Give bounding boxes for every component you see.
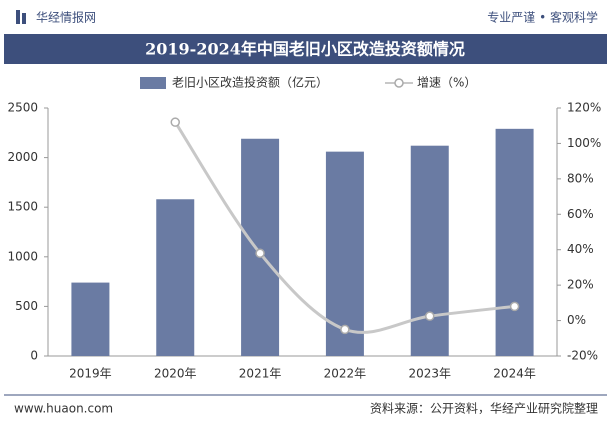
logo-mark <box>22 13 26 24</box>
chart-title: 2019-2024年中国老旧小区改造投资额情况 <box>145 40 465 59</box>
y-tick-label: 0 <box>30 349 38 363</box>
line-marker <box>340 324 350 335</box>
y-tick-label: 500 <box>15 299 38 313</box>
x-tick-label: 2023年 <box>408 367 451 381</box>
y-tick-label: 1000 <box>7 249 38 263</box>
y2-tick-label: 0% <box>567 313 586 327</box>
bar <box>156 199 195 356</box>
y2-tick-label: -20% <box>567 349 598 363</box>
y2-tick-label: 40% <box>567 242 594 256</box>
x-tick-label: 2021年 <box>239 367 282 381</box>
x-tick-label: 2019年 <box>69 367 112 381</box>
bar <box>495 128 534 356</box>
y-tick-label: 2500 <box>7 101 38 115</box>
legend-swatch <box>140 77 166 89</box>
y-tick-label: 2000 <box>7 150 38 164</box>
y2-tick-label: 100% <box>567 136 601 150</box>
legend-label: 增速（%） <box>417 76 476 90</box>
slogan: 专业严谨 • 客观科学 <box>487 10 598 25</box>
title-banner <box>4 34 607 64</box>
website: www.huaon.com <box>14 402 113 416</box>
legend-label: 老旧小区改造投资额（亿元） <box>172 75 328 90</box>
source: 资料来源：公开资料，华经产业研究院整理 <box>370 401 598 416</box>
legend-marker <box>394 78 404 88</box>
line-marker <box>170 117 180 127</box>
logo-mark <box>16 10 20 24</box>
y-tick-label: 1500 <box>7 200 38 214</box>
x-tick-label: 2024年 <box>493 367 536 381</box>
y2-tick-label: 60% <box>567 207 594 221</box>
line-marker <box>425 311 435 321</box>
x-tick-label: 2020年 <box>154 367 197 381</box>
line-marker <box>255 248 265 259</box>
y2-tick-label: 80% <box>567 171 594 185</box>
line-marker <box>509 301 520 312</box>
bar <box>241 138 280 356</box>
brand: 华经情报网 <box>36 10 96 25</box>
bar <box>410 145 449 356</box>
y2-tick-label: 20% <box>567 278 594 292</box>
x-tick-label: 2022年 <box>324 367 367 381</box>
bar <box>71 282 110 356</box>
y2-tick-label: 120% <box>567 101 601 115</box>
line <box>173 121 515 334</box>
